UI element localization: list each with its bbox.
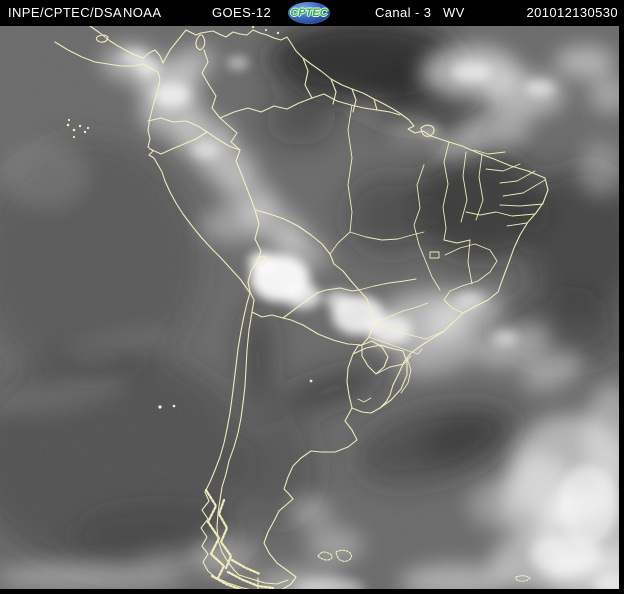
frame-edge-bottom: [0, 589, 624, 594]
agency-label: INPE/CPTEC/DSA: [8, 5, 122, 20]
channel-label: Canal - 3: [375, 5, 432, 20]
country-border-paths: [147, 34, 408, 592]
state-border-paths: [329, 104, 546, 403]
island-outline-paths: [317, 549, 531, 582]
header-bar: INPE/CPTEC/DSA NOAA GOES-12 CPTEC Canal …: [0, 0, 624, 26]
grain-texture: [0, 26, 624, 594]
fjord-speckle-paths: [204, 488, 275, 592]
noaa-label: NOAA: [123, 5, 162, 20]
frame-edge-right: [619, 0, 624, 594]
cptec-logo-text: CPTEC: [290, 7, 328, 19]
bright-island-specks: [158, 404, 176, 409]
coastline-paths: [54, 25, 549, 593]
band-label: WV: [443, 5, 465, 20]
cptec-logo: CPTEC: [288, 2, 330, 24]
satellite-name-label: GOES-12: [212, 5, 272, 20]
timestamp-label: 201012130530: [526, 5, 618, 20]
island-dots: [66, 25, 313, 383]
map-borders-overlay: [54, 25, 549, 593]
